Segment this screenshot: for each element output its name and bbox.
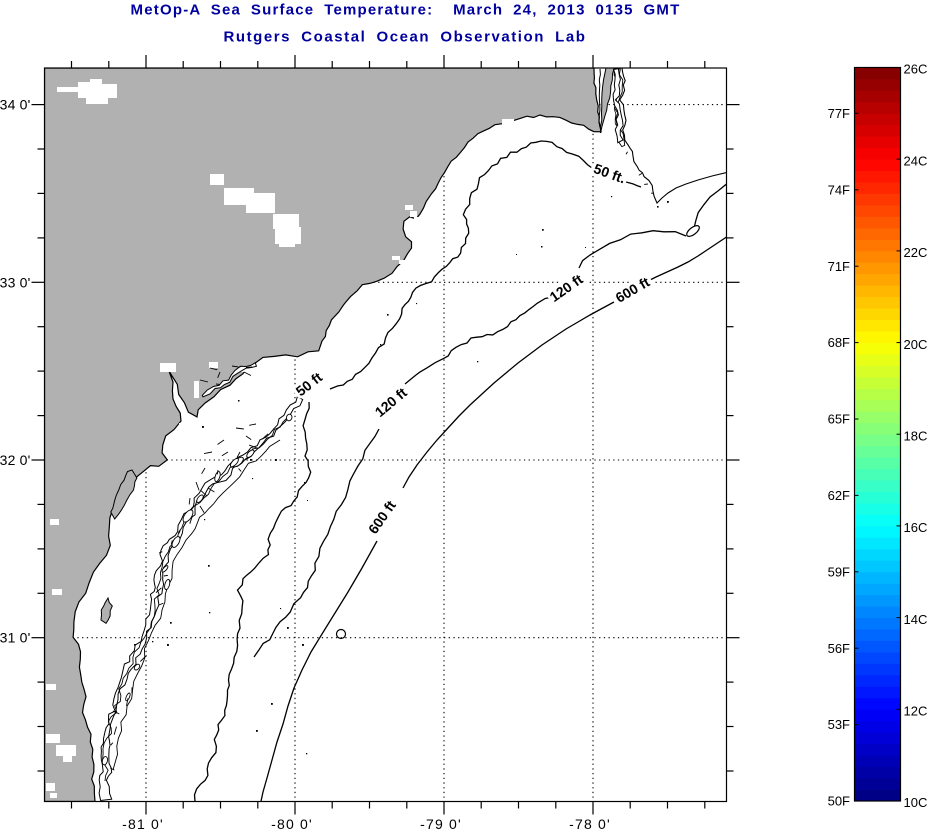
svg-text:31 0': 31 0' [0, 630, 31, 646]
svg-text:74F: 74F [828, 182, 850, 197]
svg-text:33 0': 33 0' [0, 274, 31, 290]
svg-text:18C: 18C [904, 428, 928, 443]
svg-text:24C: 24C [904, 153, 928, 168]
svg-text:59F: 59F [828, 564, 850, 579]
svg-text:-78 0': -78 0' [569, 816, 611, 832]
svg-text:-81 0': -81 0' [122, 816, 164, 832]
svg-text:20C: 20C [904, 337, 928, 352]
svg-text:56F: 56F [828, 641, 850, 656]
svg-text:10C: 10C [904, 795, 928, 810]
svg-text:14C: 14C [904, 612, 928, 627]
svg-text:65F: 65F [828, 412, 850, 427]
svg-text:MetOp-A Sea Surface Temperatur: MetOp-A Sea Surface Temperature: March 2… [131, 2, 681, 19]
svg-text:16C: 16C [904, 520, 928, 535]
svg-text:62F: 62F [828, 488, 850, 503]
svg-text:77F: 77F [828, 106, 850, 121]
svg-text:68F: 68F [828, 335, 850, 350]
svg-text:34 0': 34 0' [0, 97, 31, 113]
svg-text:12C: 12C [904, 704, 928, 719]
svg-text:Rutgers Coastal Ocean Observat: Rutgers Coastal Ocean Observation Lab [224, 29, 587, 46]
svg-text:71F: 71F [828, 259, 850, 274]
svg-text:50F: 50F [828, 794, 850, 809]
svg-text:26C: 26C [904, 62, 928, 77]
svg-text:53F: 53F [828, 717, 850, 732]
svg-text:-79 0': -79 0' [420, 816, 462, 832]
svg-text:32 0': 32 0' [0, 452, 31, 468]
svg-text:-80 0': -80 0' [271, 816, 313, 832]
svg-text:22C: 22C [904, 245, 928, 260]
